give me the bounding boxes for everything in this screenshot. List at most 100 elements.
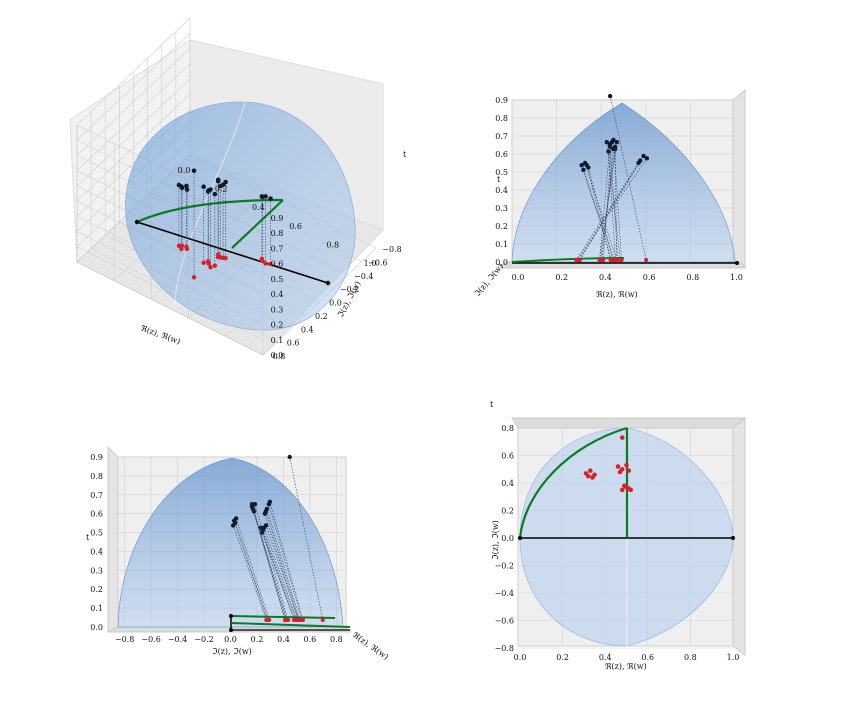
z-tick-label: 0.3 [90, 566, 103, 575]
black-point [212, 191, 218, 197]
perspective-zlabel: t [403, 150, 407, 159]
z-tick-label: 0.4 [271, 290, 284, 299]
black-point [581, 167, 586, 173]
x-tick-label: 0.8 [326, 240, 339, 249]
projection-line [269, 501, 304, 621]
y-tick-label: −0.8 [495, 644, 514, 653]
black-point [205, 189, 211, 194]
projection-line [588, 167, 614, 261]
side-point-b [229, 628, 233, 632]
x-tick-label: 1.0 [364, 259, 377, 268]
side-ylabel: ℑ(z), ℑ(w) [212, 647, 252, 656]
top-xlabel: ℜ(z), ℜ(w) [605, 662, 647, 671]
projection-line [233, 520, 268, 621]
front-end-point [735, 261, 739, 265]
panel-perspective: 0.00.20.40.60.81.0 −0.8−0.6−0.4−0.20.00.… [69, 17, 407, 361]
projection-line [577, 158, 648, 261]
projection-line [579, 155, 644, 261]
y-tick-label: 0.2 [315, 312, 328, 321]
z-tick-label: 0.6 [90, 510, 103, 519]
front-zlabel: t [497, 175, 501, 184]
x-tick-label: 0.0 [178, 166, 191, 175]
black-axis-line [136, 221, 329, 284]
red-point [212, 263, 218, 268]
red-point [585, 473, 591, 479]
side-green-line-top [230, 615, 336, 619]
black-point [259, 194, 265, 199]
y-tick-label: −0.4 [168, 635, 187, 644]
black-point [287, 454, 292, 460]
projection-line [234, 523, 269, 621]
red-point [184, 244, 189, 250]
z-tick-label: 0.0 [271, 351, 284, 360]
front-x-ticks: 0.0 0.2 0.4 0.6 0.8 1.0 [512, 273, 743, 282]
x-tick-label: 0.0 [512, 273, 525, 282]
top-point-start [518, 536, 522, 540]
y-tick-label: −0.8 [382, 245, 401, 254]
projection-line [264, 513, 299, 621]
black-point [215, 177, 221, 183]
projection-line [268, 504, 303, 621]
projection-line [265, 511, 300, 621]
axis-point-start [134, 219, 140, 225]
x-tick-label: 1.0 [730, 273, 743, 282]
black-point [579, 163, 584, 168]
x-tick-label: 0.4 [252, 203, 265, 212]
projection-line [614, 149, 617, 261]
x-tick-label: 0.2 [555, 273, 568, 282]
black-point [218, 183, 223, 189]
projection-line [575, 162, 639, 261]
red-point [608, 258, 613, 262]
side-left-pane [107, 445, 119, 633]
y-tick-label: 0.6 [501, 452, 514, 461]
black-point [611, 146, 616, 152]
y-tick-label: 0.6 [287, 339, 300, 348]
red-point [208, 264, 213, 270]
projection-line [609, 146, 619, 261]
x-tick-label: 0.0 [514, 653, 527, 662]
z-tick-label: 0.6 [495, 150, 508, 159]
x-tick-label: 0.6 [641, 653, 654, 662]
y-tick-label: 0.8 [501, 424, 514, 433]
z-tick-label: 0.8 [90, 472, 103, 481]
black-point [176, 182, 182, 188]
red-point [619, 487, 625, 493]
side-green-line-bottom [230, 622, 351, 628]
z-tick-label: 0.2 [495, 222, 508, 231]
y-tick-label: −0.6 [368, 258, 387, 267]
x-tick-label: 0.2 [556, 653, 569, 662]
z-tick-label: 0.2 [90, 585, 103, 594]
z-tick-label: 0.3 [271, 305, 284, 314]
z-tick-label: 0.4 [90, 547, 103, 556]
z-tick-label: 0.9 [90, 453, 103, 462]
x-tick-label: 0.4 [599, 653, 612, 662]
y-tick-label: −0.6 [141, 635, 160, 644]
projection-line [262, 530, 297, 621]
z-tick-label: 0.0 [495, 258, 508, 267]
y-tick-label: 0.8 [330, 635, 343, 644]
red-point [617, 469, 623, 475]
x-tick-label: 0.6 [289, 222, 302, 231]
y-tick-label: 0.2 [501, 507, 514, 516]
x-tick-label: 0.8 [686, 273, 699, 282]
red-point [292, 618, 297, 622]
red-point [179, 246, 184, 252]
z-tick-label: 0.6 [271, 260, 284, 269]
perspective-z-ticks: 0.0 0.1 0.2 0.3 0.4 0.5 0.6 0.7 0.8 0.9 [271, 214, 284, 360]
front-xlabel: ℜ(z), ℜ(w) [596, 290, 638, 299]
axis-point-end [325, 280, 331, 286]
perspective-y-ticks: −0.8−0.6−0.4−0.20.00.20.40.60.8 [273, 245, 402, 361]
front-ylabel: ℑ(z), ℑ(w) [473, 262, 505, 298]
z-tick-label: 0.4 [495, 186, 508, 195]
panel-top-view: 0.0 0.2 0.4 0.6 0.8 1.0 −0.8−0.6−0.4−0.20.00.… [490, 400, 747, 671]
black-point [263, 509, 269, 514]
black-point [184, 183, 189, 189]
projection-line [289, 456, 324, 621]
red-point [644, 258, 649, 262]
red-point [263, 261, 268, 266]
y-tick-label: 0.0 [501, 534, 514, 543]
black-point [584, 163, 589, 168]
black-point [267, 499, 273, 505]
z-tick-label: 0.5 [495, 168, 508, 177]
y-tick-label: −0.6 [495, 617, 514, 626]
